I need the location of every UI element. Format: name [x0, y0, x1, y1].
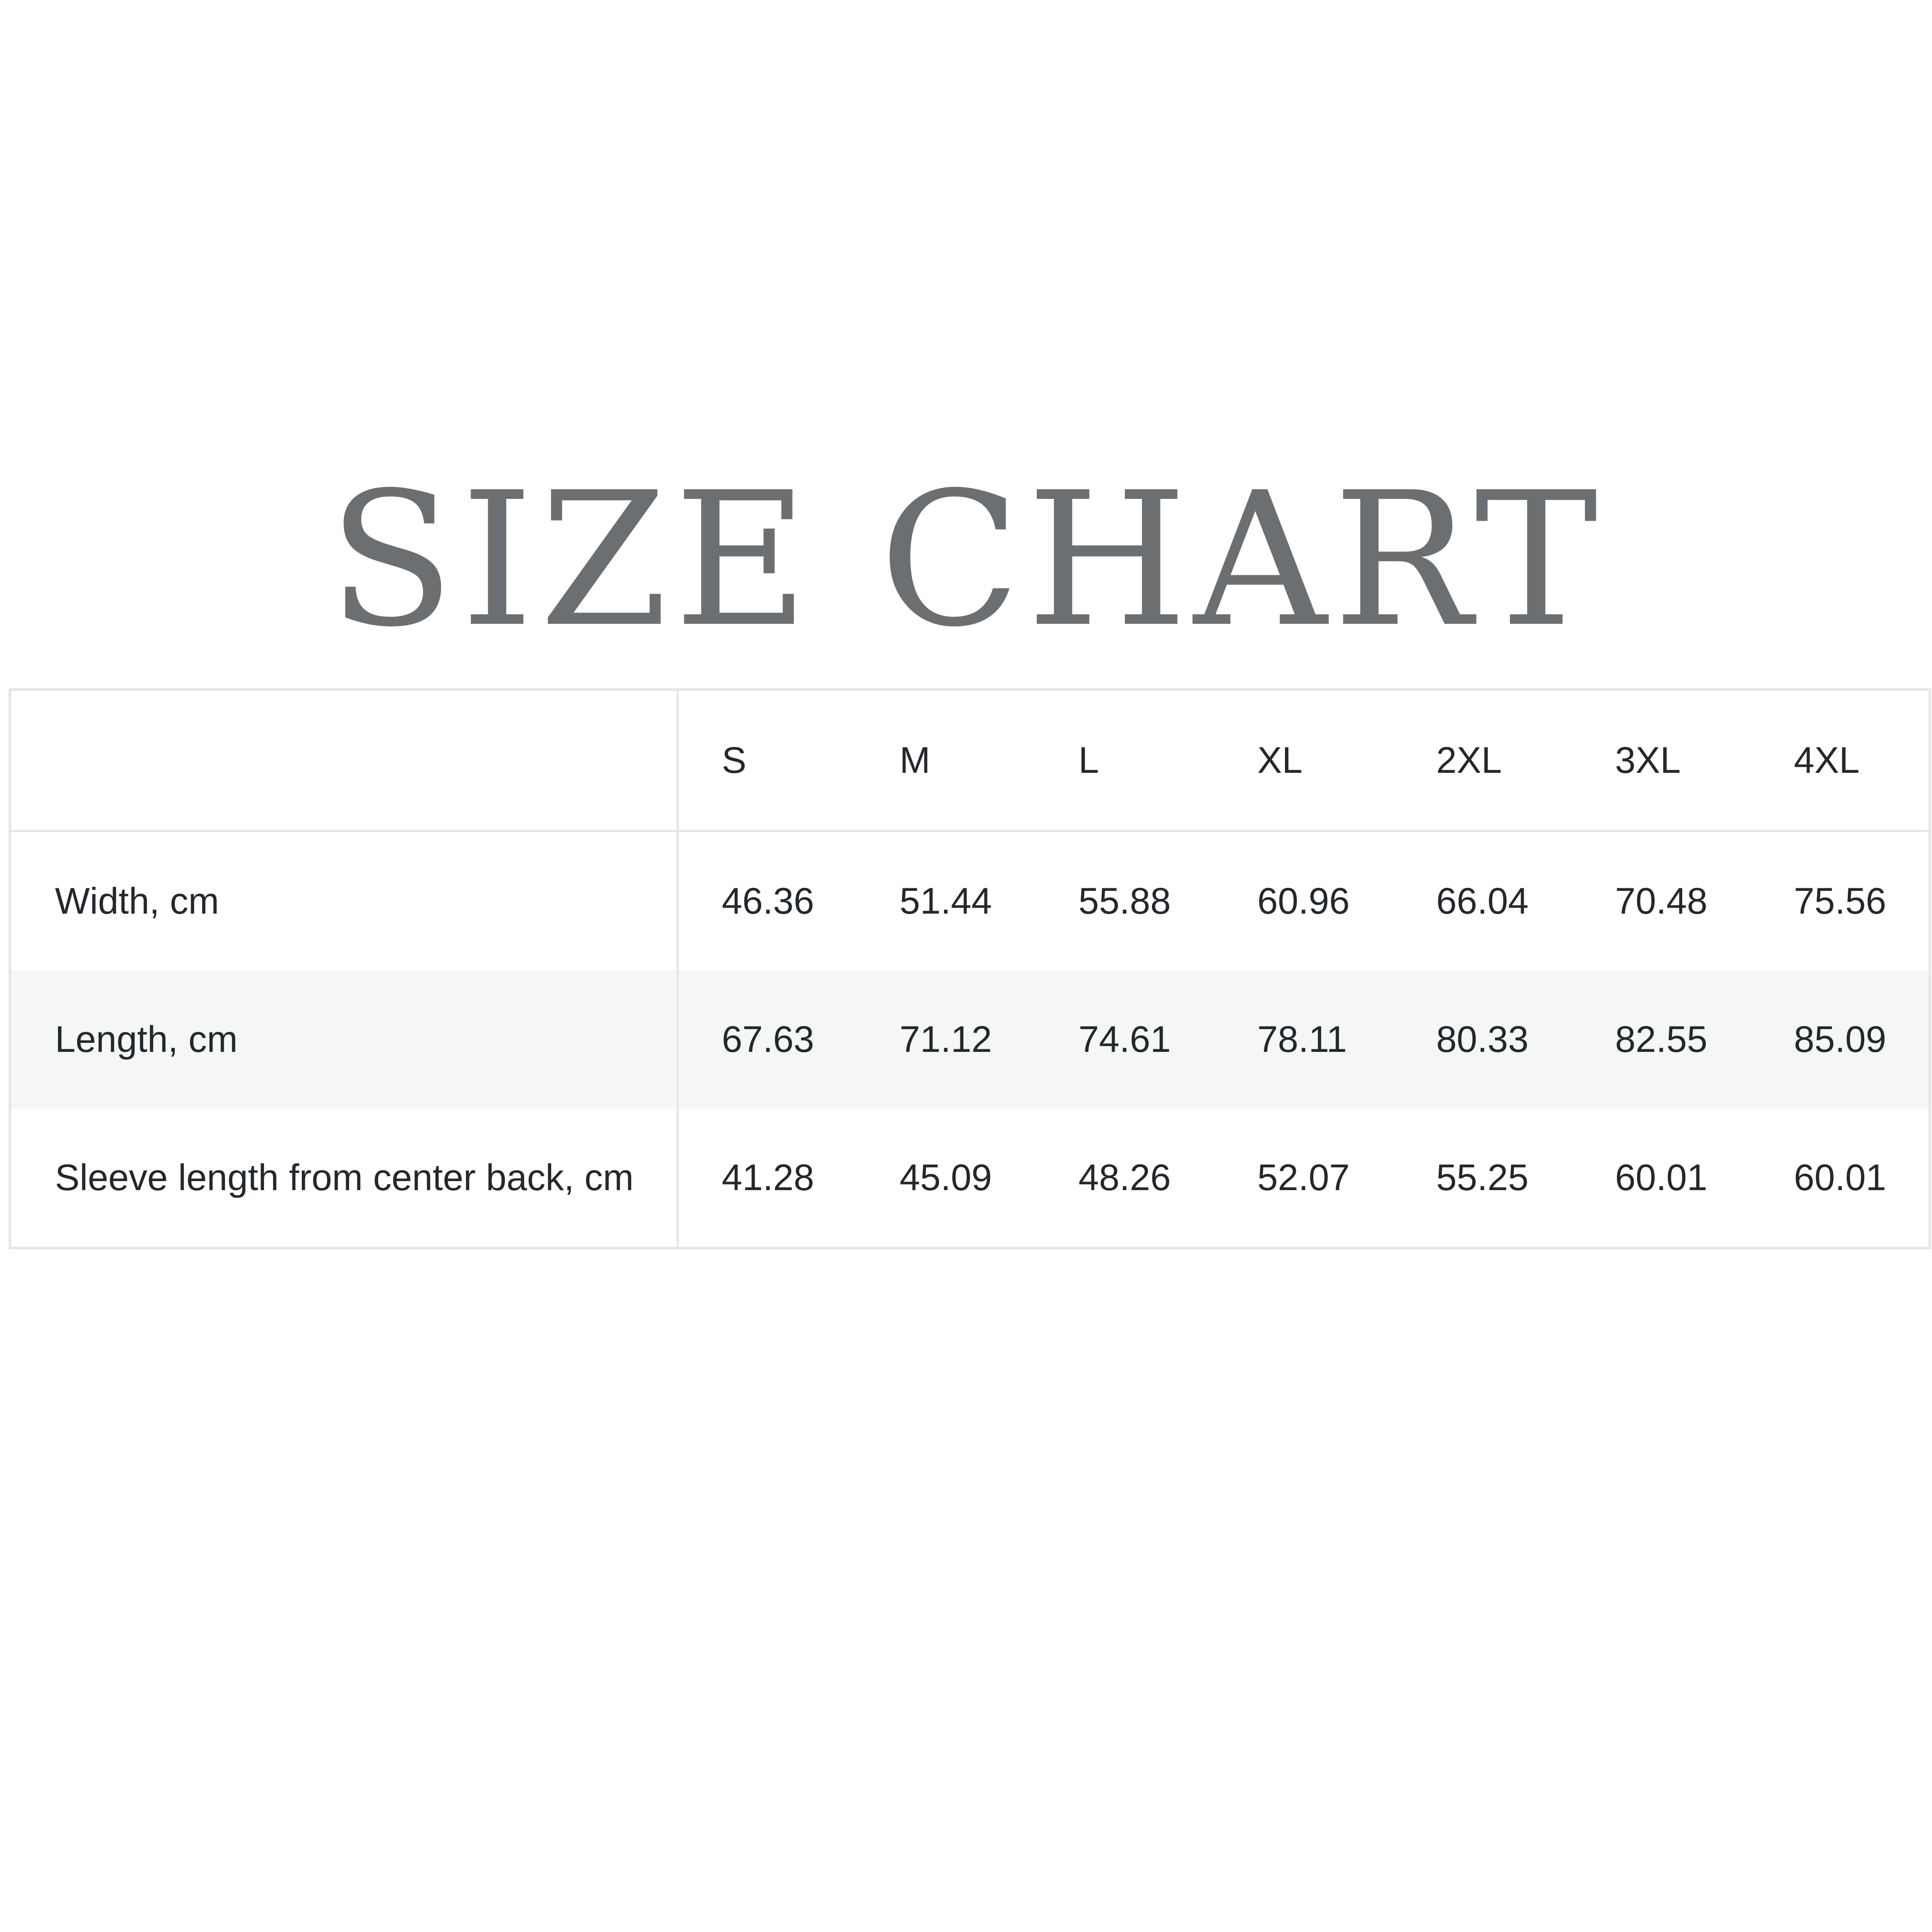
table-cell: 67.63 [722, 1018, 814, 1060]
table-cell: 60.96 [1257, 880, 1350, 922]
table-cell: 75.56 [1794, 880, 1886, 922]
row-label: Width, cm [10, 831, 679, 970]
size-header: M [899, 739, 930, 781]
table-cell: 74.61 [1078, 1018, 1171, 1060]
table-cell: 51.44 [899, 880, 992, 922]
table-cell: 82.55 [1615, 1018, 1707, 1060]
table-cell: 48.26 [1078, 1157, 1171, 1198]
size-header: XL [1257, 739, 1303, 781]
size-header: S [722, 739, 747, 781]
table-cell: 41.28 [722, 1157, 814, 1198]
table-header-row: S M L XL 2XL 3XL 4XL [10, 690, 1930, 831]
size-header: 2XL [1436, 739, 1502, 781]
size-header: 3XL [1615, 739, 1681, 781]
table-cell: 85.09 [1794, 1018, 1886, 1060]
table-cell: 66.04 [1436, 880, 1529, 922]
size-header: L [1078, 739, 1099, 781]
row-label: Length, cm [10, 970, 679, 1109]
table-cell: 60.01 [1615, 1157, 1707, 1198]
table-cell: 78.11 [1257, 1018, 1347, 1060]
table-cell: 80.33 [1436, 1018, 1529, 1060]
size-chart-table: S M L XL 2XL 3XL 4XL Width, cm 46.36 51.… [9, 688, 1931, 1249]
table-cell: 45.09 [899, 1157, 992, 1198]
size-header: 4XL [1794, 739, 1860, 781]
table-cell: 46.36 [722, 880, 814, 922]
table-row: Length, cm 67.63 71.12 74.61 78.11 80.33… [10, 970, 1930, 1109]
table-row: Sleeve length from center back, cm 41.28… [10, 1109, 1930, 1248]
table-cell: 55.88 [1078, 880, 1171, 922]
table-cell: 60.01 [1794, 1157, 1886, 1198]
table-cell: 55.25 [1436, 1157, 1529, 1198]
table-row: Width, cm 46.36 51.44 55.88 60.96 66.04 … [10, 831, 1930, 970]
row-label: Sleeve length from center back, cm [10, 1109, 679, 1248]
table-corner-cell [10, 690, 679, 831]
page-title: SIZE CHART [328, 453, 1604, 668]
table-cell: 71.12 [899, 1018, 992, 1060]
table-cell: 52.07 [1257, 1157, 1350, 1198]
table-cell: 70.48 [1615, 880, 1707, 922]
